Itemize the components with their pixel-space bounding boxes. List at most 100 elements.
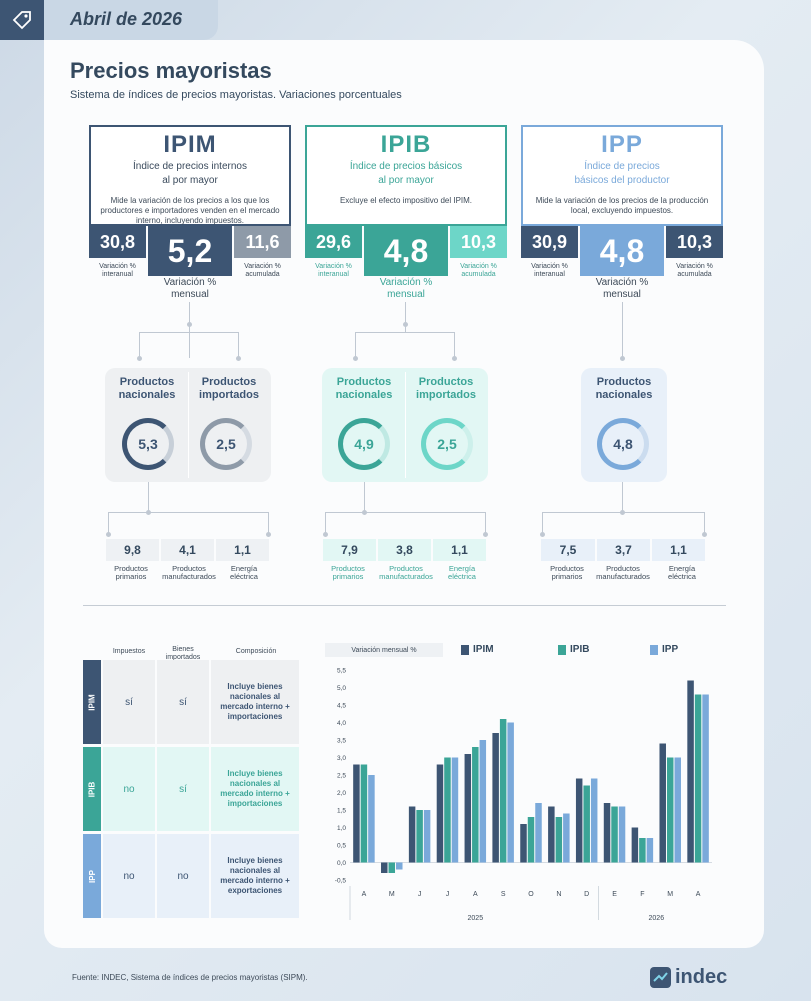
- table-header-importados: Bienes importados: [165, 646, 201, 661]
- source-note: Fuente: INDEC, Sistema de índices de pre…: [72, 973, 308, 982]
- legend-ipib-swatch: [558, 644, 566, 655]
- ipim-primarios-label: Productos primarios: [114, 564, 148, 581]
- y-tick-label: 4,5: [337, 703, 346, 710]
- ipib-mensual: 4,8: [364, 226, 448, 276]
- connector-dot: [236, 356, 241, 361]
- ipim-lab-interanual: Variación % interanual: [99, 263, 136, 278]
- ipp-manufacturados-label: Productos manufacturados: [596, 564, 650, 581]
- ipim-energia-value: 1,1: [216, 539, 269, 561]
- ipp-impuestos: no: [103, 834, 155, 918]
- ipib-lab-interanual: Variación % interanual: [315, 263, 352, 278]
- ipp-header-box: IPP Índice de precios básicos del produc…: [521, 125, 723, 226]
- ipim-impuestos: sí: [103, 660, 155, 744]
- ipim-lab-acumulada: Variación % acumulada: [244, 263, 281, 278]
- bar-ipp: [368, 775, 375, 863]
- connector: [405, 302, 406, 332]
- ipib-composicion: Incluye bienes nacionales al mercado int…: [211, 747, 299, 831]
- table-header-impuestos: Impuestos: [112, 648, 146, 655]
- ipim-primarios-value: 9,8: [106, 539, 159, 561]
- y-tick-label: 1,5: [337, 808, 346, 815]
- bar-ipim: [381, 862, 388, 873]
- x-tick-label: N: [556, 891, 561, 898]
- ipim-manufacturados-value: 4,1: [161, 539, 214, 561]
- bar-ipp: [423, 810, 431, 863]
- ipib-lab-acumulada: Variación % acumulada: [460, 263, 497, 278]
- ipp-primarios-label: Productos primarios: [550, 564, 584, 581]
- ipib-nacionales-value: 4,9: [354, 436, 374, 452]
- ipib-interanual: 29,6: [305, 226, 362, 258]
- connector: [108, 512, 269, 513]
- table-row-ipim: IPIM sí sí Incluye bienes nacionales al …: [83, 660, 299, 744]
- bar-ipim: [436, 764, 444, 863]
- section-separator: [83, 605, 726, 606]
- connector-dot: [452, 356, 457, 361]
- ipib-energia-value: 1,1: [433, 539, 486, 561]
- x-tick-label: D: [584, 891, 589, 898]
- bar-ipim: [575, 778, 583, 863]
- connector-dot: [106, 532, 111, 537]
- ipib-primarios-value: 7,9: [323, 539, 376, 561]
- connector-dot: [146, 510, 151, 515]
- connector: [454, 332, 455, 358]
- ipp-full-name-2: básicos del productor: [574, 175, 670, 186]
- bar-ipib: [388, 862, 396, 873]
- ipib-description: Excluye el efecto impositivo del IPIM.: [339, 196, 473, 205]
- y-tick-label: 5,5: [337, 668, 346, 675]
- connector: [704, 512, 705, 534]
- ipim-row-tag: IPIM: [83, 660, 101, 744]
- bar-ipib: [611, 806, 618, 863]
- x-tick-label: J: [446, 891, 450, 898]
- divider: [405, 372, 406, 478]
- connector-dot: [620, 356, 625, 361]
- ipim-importados: sí: [157, 660, 209, 744]
- bar-ipp: [396, 862, 403, 870]
- ipp-mensual: 4,8: [580, 226, 664, 276]
- connector: [325, 512, 486, 513]
- ipib-row-tag: IPIB: [83, 747, 101, 831]
- bar-ipp: [507, 722, 514, 863]
- x-tick-label: F: [640, 891, 644, 898]
- legend-ipp-label: IPP: [662, 644, 679, 655]
- ipib-manufacturados-label: Productos manufacturados: [379, 564, 433, 581]
- ipim-description: Mide la variación de los precios a los q…: [100, 196, 280, 225]
- ipim-full-name-1: Índice de precios internos: [133, 161, 247, 172]
- ipib-acumulada: 10,3: [450, 226, 507, 258]
- ipib-primarios-label: Productos primarios: [331, 564, 365, 581]
- connector: [622, 482, 623, 512]
- bar-ipim: [492, 733, 499, 863]
- bar-ipim: [353, 764, 360, 863]
- ipp-nacionales-ring: 4,8: [597, 418, 649, 470]
- connector-dot: [362, 510, 367, 515]
- bar-ipp: [702, 694, 709, 863]
- bar-ipim: [548, 806, 555, 863]
- ipp-code: IPP: [601, 131, 643, 158]
- ipp-lab-mensual: Variación % mensual: [595, 277, 649, 300]
- bar-ipib: [555, 817, 563, 863]
- table-header-composicion: Composición: [235, 648, 277, 655]
- x-tick-label: J: [418, 891, 422, 898]
- year-label-2025: 2025: [468, 915, 484, 920]
- ipp-manufacturados-value: 3,7: [597, 539, 650, 561]
- connector-dot: [323, 532, 328, 537]
- connector: [355, 332, 356, 358]
- indec-logo-mark: [650, 967, 671, 988]
- ipim-code: IPIM: [163, 131, 217, 158]
- ipim-lab-mensual: Variación % mensual: [163, 277, 217, 300]
- ipp-row-label: IPP: [87, 869, 97, 883]
- ipp-composicion: Incluye bienes nacionales al mercado int…: [211, 834, 299, 918]
- ipib-nacionales-title: Productos nacionales: [335, 376, 393, 401]
- ipp-nacionales-title: Productos nacionales: [595, 376, 653, 401]
- year-label-2026: 2026: [649, 915, 665, 920]
- y-tick-label: 2,5: [337, 773, 346, 780]
- ipim-header-box: IPIM Índice de precios internos al por m…: [89, 125, 291, 226]
- ipib-importados: sí: [157, 747, 209, 831]
- connector-dot: [137, 356, 142, 361]
- ipim-nacionales-title: Productos nacionales: [118, 376, 176, 401]
- ipim-row-label: IPIM: [87, 693, 97, 711]
- bar-ipim: [687, 680, 694, 863]
- ipim-nacionales-value: 5,3: [138, 436, 158, 452]
- x-tick-label: E: [612, 891, 617, 898]
- legend-ipp-swatch: [650, 644, 658, 655]
- ipib-energia-label: Energía eléctrica: [448, 564, 476, 581]
- legend-ipib: IPIB: [558, 644, 589, 655]
